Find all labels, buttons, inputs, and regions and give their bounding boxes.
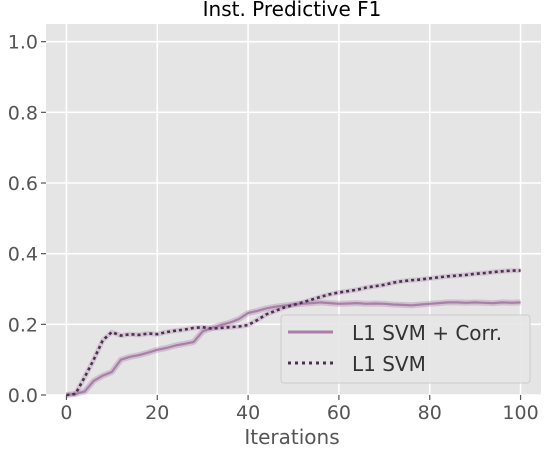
y-tick-label: 0.2 (8, 314, 38, 336)
legend-box (280, 314, 531, 384)
series-group (66, 268, 521, 398)
grid (46, 24, 541, 396)
series-line-l1-svm-corr (66, 301, 521, 397)
x-tick-label: 0 (60, 402, 72, 424)
y-tick-label: 0.0 (8, 385, 38, 407)
x-tick-label: 100 (502, 402, 538, 424)
series-band-l1-svm (66, 268, 521, 398)
x-tick-label: 60 (327, 402, 351, 424)
legend-label-l1-svm: L1 SVM (352, 352, 426, 376)
chart-title: Inst. Predictive F1 (203, 0, 382, 21)
y-tick-label: 1.0 (8, 32, 38, 54)
x-tick-label: 40 (236, 402, 260, 424)
legend: L1 SVM + Corr. L1 SVM (280, 314, 531, 384)
x-tick-label: 20 (145, 402, 169, 424)
y-tick-label: 0.8 (8, 102, 38, 124)
tick-labels: 0 20 40 60 80 100 0.0 0.2 0.4 0.6 0.8 1.0 (8, 32, 539, 424)
y-tick-label: 0.4 (8, 244, 38, 266)
legend-label-l1-svm-corr: L1 SVM + Corr. (352, 321, 502, 345)
y-tick-label: 0.6 (8, 173, 38, 195)
x-axis-label: Iterations (244, 425, 339, 449)
x-tick-label: 80 (418, 402, 442, 424)
